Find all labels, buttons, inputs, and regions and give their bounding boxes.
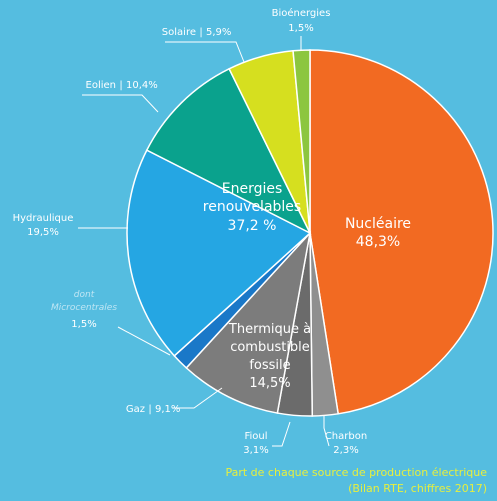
chart-caption-line2: (Bilan RTE, chiffres 2017) [348,482,487,495]
slice-label-gaz-value: 9,1% [155,404,180,415]
slice-label-charbon-value: 2,3% [333,445,358,456]
group-label-fossil-line1: Thermique à [228,322,311,337]
slice-label-eolien-value: 10,4% [126,80,158,91]
leader-microcentrales [117,326,171,356]
slice-label-fioul: Fioul 3,1% [243,431,268,456]
slice-label-hydraulique-value: 19,5% [27,227,59,238]
pie-slices [126,49,494,417]
slice-label-nucleaire: Nucléaire 48,3% [345,216,411,250]
leader-eolien [82,94,159,113]
group-label-fossil: Thermique à combustible fossile 14,5% [228,322,311,391]
slice-gaz [185,230,312,414]
slice-label-eolien-separator: | [119,80,122,91]
slice-label-bioenergies: Bioénergies 1,5% [272,7,331,34]
slice-label-microcentrales-prefix: dont [74,290,95,300]
group-label-fossil-line2: combustible [230,340,310,355]
group-label-renewables-line2: renouvelables [203,199,301,215]
leader-fioul [272,421,291,447]
group-label-renewables-line1: Energies [222,181,283,197]
slice-label-bioenergies-value: 1,5% [288,23,313,34]
group-label-renewables-value: 37,2 % [228,218,277,234]
slice-label-fioul-name: Fioul [244,431,267,442]
slice-label-solaire-value: 5,9% [206,27,231,38]
slice-label-eolien: Eolien | 10,4% [86,80,158,91]
slice-label-solaire-name: Solaire [162,27,196,38]
slice-label-gaz: Gaz | 9,1% [126,404,181,415]
slice-label-microcentrales-name: Microcentrales [51,303,117,313]
group-label-fossil-line3: fossile [249,358,290,373]
slice-label-microcentrales-value: 1,5% [71,319,96,330]
slice-label-eolien-name: Eolien [86,80,116,91]
group-label-renewables: Energies renouvelables 37,2 % [203,181,301,234]
slice-label-hydraulique: Hydraulique 19,5% [13,213,74,238]
chart-caption-line1: Part de chaque source de production élec… [225,466,487,479]
slice-label-gaz-separator: | [148,404,151,415]
group-label-fossil-value: 14,5% [249,376,290,391]
slice-label-bioenergies-name: Bioénergies [272,7,331,19]
chart-caption: Part de chaque source de production élec… [225,466,487,495]
leader-gaz [172,387,223,409]
slice-label-charbon-name: Charbon [325,431,367,442]
slice-label-nucleaire-value: 48,3% [356,234,400,250]
slice-label-solaire: Solaire | 5,9% [162,27,232,38]
slice-label-gaz-name: Gaz [126,404,145,415]
slice-eolien [145,67,312,235]
slice-label-hydraulique-name: Hydraulique [13,213,74,224]
slice-label-charbon: Charbon 2,3% [325,431,367,456]
leader-solaire [165,41,245,63]
leader-lines [78,36,330,447]
slice-bioenergies [292,49,311,234]
slice-label-fioul-value: 3,1% [243,445,268,456]
slice-label-solaire-separator: | [199,27,202,38]
slice-nucleaire [309,49,494,415]
slice-label-microcentrales: dont Microcentrales 1,5% [51,290,117,330]
leader-charbon [323,416,330,447]
slice-label-nucleaire-name: Nucléaire [345,216,411,232]
slice-hydraulique [126,149,312,357]
